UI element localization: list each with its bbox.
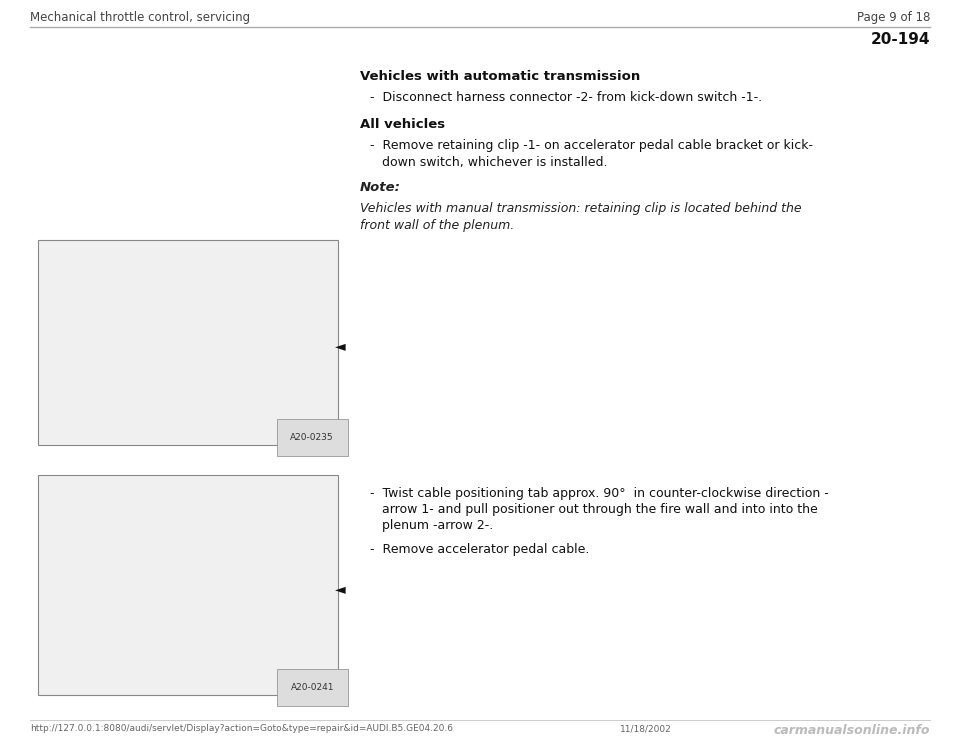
Text: http://127.0.0.1:8080/audi/servlet/Display?action=Goto&type=repair&id=AUDI.B5.GE: http://127.0.0.1:8080/audi/servlet/Displ… [30, 724, 453, 733]
Text: Mechanical throttle control, servicing: Mechanical throttle control, servicing [30, 11, 251, 24]
Text: carmanualsonline.info: carmanualsonline.info [774, 724, 930, 737]
Text: down switch, whichever is installed.: down switch, whichever is installed. [370, 156, 608, 169]
Text: ◄: ◄ [335, 339, 346, 353]
Text: Page 9 of 18: Page 9 of 18 [856, 11, 930, 24]
Text: front wall of the plenum.: front wall of the plenum. [360, 219, 515, 232]
Text: plenum -arrow 2-.: plenum -arrow 2-. [370, 519, 493, 532]
Bar [38, 240, 338, 445]
Text: 11/18/2002: 11/18/2002 [620, 724, 672, 733]
Text: Note:: Note: [360, 181, 401, 194]
Text: All vehicles: All vehicles [360, 118, 445, 131]
Text: ◄: ◄ [335, 582, 346, 596]
Text: arrow 1- and pull positioner out through the fire wall and into into the: arrow 1- and pull positioner out through… [370, 503, 818, 516]
Text: -  Remove retaining clip -1- on accelerator pedal cable bracket or kick-: - Remove retaining clip -1- on accelerat… [370, 139, 813, 152]
Text: -  Remove accelerator pedal cable.: - Remove accelerator pedal cable. [370, 543, 589, 556]
Bar [38, 475, 338, 695]
Text: -  Disconnect harness connector -2- from kick-down switch -1-.: - Disconnect harness connector -2- from … [370, 91, 762, 104]
Text: Vehicles with automatic transmission: Vehicles with automatic transmission [360, 70, 640, 83]
Text: -  Twist cable positioning tab approx. 90°  in counter-clockwise direction -: - Twist cable positioning tab approx. 90… [370, 487, 828, 500]
Text: Vehicles with manual transmission: retaining clip is located behind the: Vehicles with manual transmission: retai… [360, 202, 802, 215]
Text: A20-0235: A20-0235 [290, 433, 334, 442]
Text: 20-194: 20-194 [871, 32, 930, 47]
Text: A20-0241: A20-0241 [291, 683, 334, 692]
